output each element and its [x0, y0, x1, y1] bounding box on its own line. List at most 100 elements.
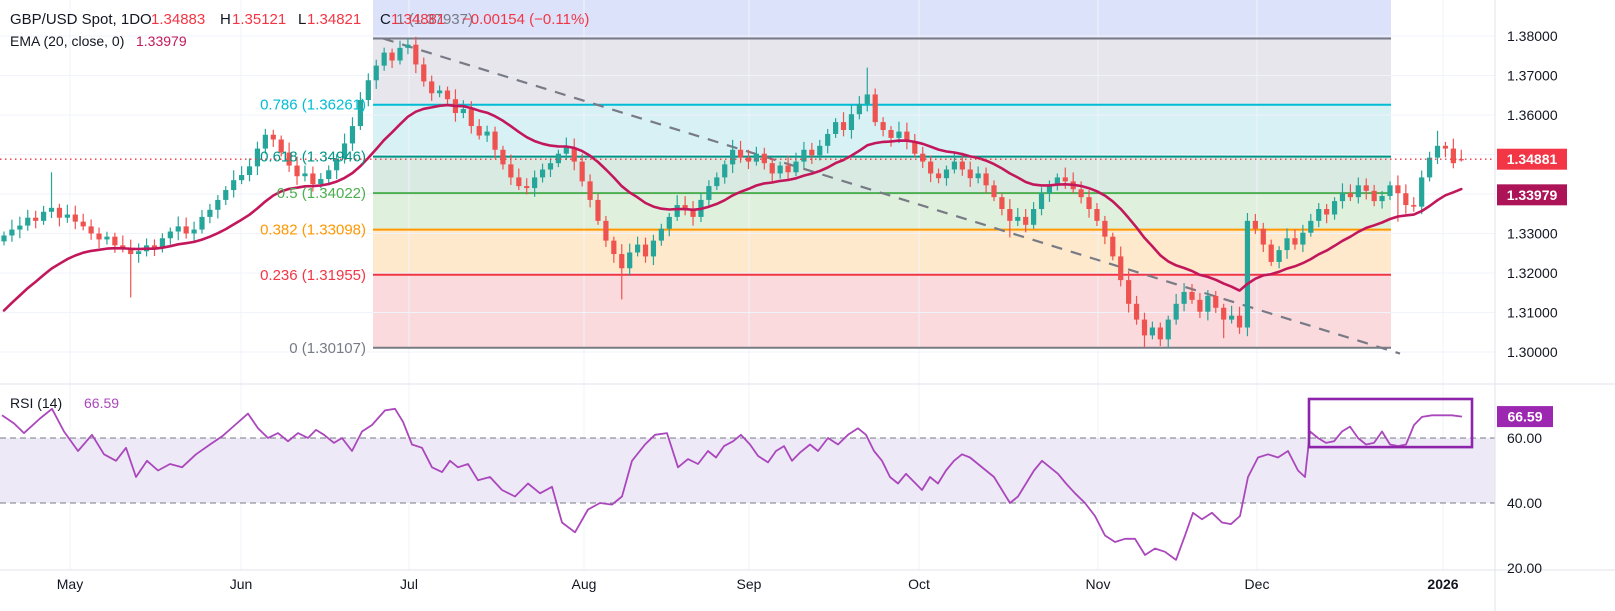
candle-body — [714, 177, 720, 187]
candle-body — [1395, 185, 1401, 194]
fib-band-top — [373, 0, 1391, 39]
candle-body — [571, 147, 577, 162]
candle-body — [1339, 193, 1346, 202]
candle-body — [128, 248, 134, 255]
candle-body — [563, 147, 569, 154]
candle-body — [1, 235, 7, 242]
candle-body — [872, 94, 878, 123]
time-axis-label[interactable]: Aug — [572, 576, 597, 592]
candle-body — [690, 209, 696, 217]
candle-body — [25, 217, 31, 226]
candle-body — [207, 209, 213, 217]
candle-body — [159, 238, 165, 249]
candle-body — [1126, 280, 1132, 304]
candle-body — [1046, 185, 1053, 194]
candle-body — [231, 180, 237, 191]
price-axis-label: 1.30000 — [1507, 344, 1558, 360]
price-axis[interactable] — [1495, 0, 1615, 570]
candle-body — [1189, 291, 1195, 300]
symbol-legend[interactable]: GBP/USD Spot, 1D O 1.34883 H 1.35121 L 1… — [10, 11, 589, 28]
candle-body — [56, 207, 63, 218]
candle-body — [1347, 193, 1353, 198]
trendline-drawing[interactable] — [382, 37, 1401, 355]
candle-body — [967, 169, 973, 179]
rsi-pane-canvas[interactable] — [0, 385, 1495, 570]
time-axis-label[interactable]: May — [57, 576, 83, 592]
candle-body — [1213, 295, 1219, 308]
candle-body — [41, 211, 47, 221]
rsi-annotation-box[interactable] — [1307, 397, 1474, 449]
candle-body — [1387, 185, 1393, 196]
ema-legend[interactable]: EMA (20, close, 0) 1.33979 — [10, 33, 187, 49]
candle-body — [619, 254, 625, 269]
candle-body — [1015, 216, 1021, 221]
rsi-marker-value: 66.59 — [1507, 409, 1542, 425]
fib-lines[interactable] — [373, 37, 1391, 349]
candle-body — [1403, 193, 1409, 206]
candle-body — [1331, 201, 1338, 215]
candle-body — [753, 153, 759, 162]
time-axis[interactable] — [0, 570, 1615, 611]
candle-body — [935, 173, 942, 179]
candle-body — [761, 153, 767, 164]
candle-body — [1450, 148, 1456, 164]
candle-body — [880, 122, 886, 131]
time-axis-label[interactable]: Dec — [1245, 576, 1270, 592]
candle-body — [1221, 307, 1227, 320]
candle-body — [722, 164, 728, 178]
candle-body — [334, 158, 340, 171]
candle-body — [33, 217, 39, 221]
candle-body — [278, 139, 284, 153]
candle-body — [365, 80, 371, 100]
time-axis-label[interactable]: 2026 — [1427, 576, 1458, 592]
candle-body — [1118, 256, 1124, 281]
candle-body — [151, 245, 158, 249]
candle-body — [80, 221, 86, 227]
open-value: 1.34883 — [151, 11, 205, 28]
rsi-legend[interactable]: RSI (14) 66.59 — [10, 395, 119, 411]
candle-body — [809, 149, 815, 156]
candle-body — [1434, 145, 1441, 158]
price-axis-label: 1.36000 — [1507, 107, 1558, 123]
candle-body — [635, 244, 641, 253]
candle-body — [1427, 157, 1433, 178]
candle-body — [825, 133, 831, 146]
candle-body — [975, 173, 981, 179]
candle-body — [1292, 238, 1298, 245]
time-axis-label[interactable]: Jul — [400, 576, 418, 592]
fib-label: 0.786 (1.36261) — [260, 97, 366, 114]
candle-body — [943, 169, 950, 179]
time-axis-label[interactable]: Sep — [737, 576, 762, 592]
rsi-axis-label: 60.00 — [1507, 430, 1542, 446]
candle-body — [642, 244, 649, 257]
candle-body — [1181, 291, 1187, 304]
time-axis-label[interactable]: Nov — [1086, 576, 1111, 592]
candle-body — [405, 44, 411, 48]
candle-body — [326, 170, 332, 179]
fib-label: 0.618 (1.34946) — [260, 149, 366, 166]
candle-body — [1023, 216, 1029, 225]
candle-body — [840, 122, 847, 131]
open-label: O — [140, 11, 152, 28]
time-axis-label[interactable]: Jun — [230, 576, 253, 592]
time-axis-label[interactable]: Oct — [908, 576, 930, 592]
candle-body — [239, 175, 245, 181]
candle-body — [983, 173, 989, 186]
price-marker-bg — [1497, 148, 1567, 170]
price-pane-canvas[interactable] — [0, 0, 1495, 384]
candle-body — [500, 149, 506, 165]
candle-body — [421, 64, 427, 82]
candle-body — [429, 81, 435, 94]
candle-body — [627, 252, 633, 269]
candle-body — [1284, 238, 1290, 251]
candle-body — [389, 52, 395, 61]
candle-body — [516, 177, 522, 187]
candle-body — [444, 90, 451, 100]
candle-body — [1252, 220, 1258, 229]
candle-body — [1141, 319, 1148, 336]
candle-body — [1276, 250, 1282, 262]
candle-body — [1086, 197, 1092, 210]
low-value: 1.34821 — [307, 11, 361, 28]
candle-body — [682, 205, 688, 210]
